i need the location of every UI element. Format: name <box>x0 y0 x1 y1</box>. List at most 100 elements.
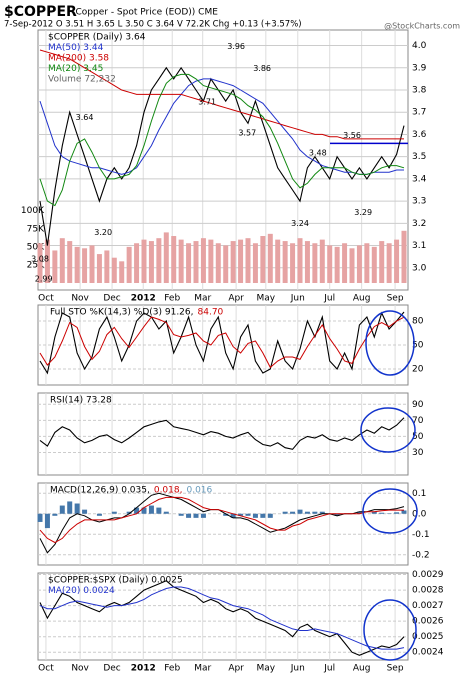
x-tick-label: May <box>257 294 276 304</box>
series-line <box>39 73 405 207</box>
panel-title: Full STO %K(14,3) %D(3) 91.26, <box>50 308 194 318</box>
rsi-panel <box>37 392 409 476</box>
histogram-bar <box>96 513 102 516</box>
series-line <box>39 496 404 544</box>
histogram-bar <box>312 511 318 514</box>
histogram-bar <box>186 513 192 518</box>
x-tick-label: Dec <box>103 664 120 674</box>
macd-panel <box>37 482 409 566</box>
histogram-bar <box>223 513 229 516</box>
price-annotation: 3.96 <box>227 42 245 51</box>
volume-bar <box>223 245 229 283</box>
legend-entry: MA(20) 0.0024 <box>48 586 115 596</box>
x-tick-label: 2012 <box>131 294 156 304</box>
volume-bar <box>104 250 110 283</box>
volume-bar <box>200 238 206 283</box>
y-tick-label: 3.6 <box>412 130 427 140</box>
watermark: @StockCharts.com <box>384 22 460 31</box>
x-tick-label: Dec <box>103 294 120 304</box>
panel-title: RSI(14) 73.28 <box>50 396 112 406</box>
x-tick-label: Jun <box>290 664 305 674</box>
histogram-bar <box>82 509 88 514</box>
volume-bar <box>186 243 192 283</box>
x-tick-label: Mar <box>194 294 211 304</box>
histogram-bar <box>126 511 132 514</box>
volume-bar <box>171 236 177 283</box>
histogram-bar <box>304 511 310 514</box>
circle <box>362 488 418 534</box>
histogram-bar <box>252 513 258 518</box>
y-tick-label: 3.9 <box>412 63 427 73</box>
volume-bar <box>282 241 288 283</box>
y-tick-label: -0.2 <box>412 550 430 560</box>
x-tick-label: Feb <box>164 294 180 304</box>
histogram-bar <box>267 513 273 518</box>
y-tick-label: 0.0 <box>412 509 427 519</box>
volume-bar <box>156 238 162 283</box>
y-tick-label: 20 <box>412 365 424 375</box>
x-tick-label: Aug <box>353 294 371 304</box>
legend-entry: $COPPER (Daily) 3.64 <box>48 33 146 43</box>
y-tick-label: 0.0028 <box>412 586 444 596</box>
volume-bar <box>245 238 251 283</box>
y-tick-label: 30 <box>412 448 424 458</box>
y2-tick-label: 50K <box>27 242 45 252</box>
y-tick-label: 0.0029 <box>412 570 444 580</box>
volume-bar <box>319 239 325 283</box>
histogram-bar <box>260 513 266 518</box>
histogram-bar <box>319 511 325 514</box>
y-tick-label: 3.7 <box>412 108 426 118</box>
histogram-bar <box>193 513 199 518</box>
price-annotation: 3.48 <box>309 149 327 158</box>
y-tick-label: 0.0025 <box>412 632 444 642</box>
y-tick-label: 50 <box>412 432 424 442</box>
volume-bar <box>208 239 214 283</box>
volume-bar <box>89 245 95 283</box>
circle <box>360 407 416 453</box>
volume-bar <box>386 243 392 283</box>
histogram-bar <box>297 509 303 514</box>
panel-title: 0.016 <box>186 486 212 496</box>
volume-bar <box>59 238 65 283</box>
volume-bar <box>82 248 88 283</box>
histogram-bar <box>200 513 206 518</box>
histogram-bar <box>401 510 407 514</box>
panel-frames <box>37 29 409 661</box>
volume-bar <box>163 232 169 283</box>
panel-title: 0.018, <box>154 486 183 496</box>
volume-bar <box>44 239 50 283</box>
series-line <box>39 586 405 650</box>
price-annotation: 3.71 <box>198 98 216 107</box>
y-tick-label: 0.0026 <box>412 617 444 627</box>
volume-bar <box>371 246 377 283</box>
y-tick-label: 0.0024 <box>412 648 444 658</box>
volume-bar <box>379 241 385 283</box>
price-annotation: 3.24 <box>291 219 309 228</box>
volume-bar <box>215 243 221 283</box>
y-tick-label: 4.0 <box>412 41 427 51</box>
histogram-bar <box>178 513 184 516</box>
histogram-bar <box>156 507 162 514</box>
volume-bar <box>304 241 310 283</box>
volume-bar <box>126 246 132 283</box>
legend-entry: MA(200) 3.58 <box>48 54 109 64</box>
volume-bar <box>178 239 184 283</box>
price-annotation: 2.99 <box>35 275 53 284</box>
series-line <box>39 580 405 656</box>
histogram-bar <box>230 513 236 518</box>
x-tick-label: Nov <box>71 664 89 674</box>
volume-bar <box>349 248 355 283</box>
legend-entry: MA(50) 3.44 <box>48 43 104 53</box>
legend-entry: MA(20) 3.45 <box>48 64 103 74</box>
volume-bar <box>312 243 318 283</box>
panel-title: MACD(12,26,9) 0.035, <box>50 486 150 496</box>
histogram-bar <box>134 507 140 514</box>
volume-bar <box>260 236 266 283</box>
series-line <box>39 316 405 369</box>
volume-bar <box>401 230 407 283</box>
legend-entry: Volume 72,232 <box>48 75 116 85</box>
price-annotation: 3.64 <box>76 113 94 122</box>
x-tick-label: Sep <box>387 664 404 674</box>
histogram-bar <box>379 512 385 514</box>
